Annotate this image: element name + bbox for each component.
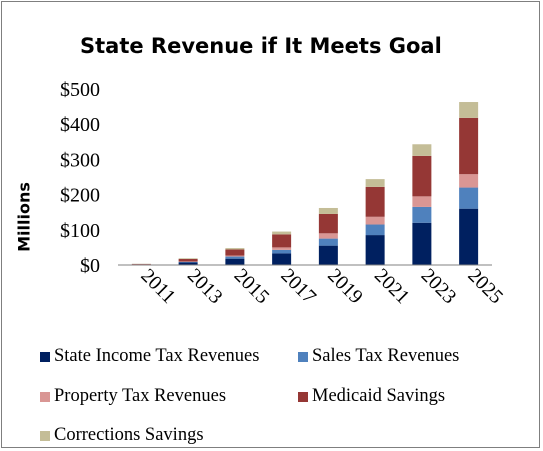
x-tick-label: 2023 — [417, 264, 461, 308]
bar-segment — [272, 231, 292, 235]
y-tick-label: $400 — [60, 114, 100, 136]
legend-item: Medicaid Savings — [298, 386, 445, 407]
y-tick-label: $0 — [80, 255, 100, 277]
x-tick-labels: 2011 2013 2015 2017 2019 2021 2023 2025 — [136, 264, 507, 308]
legend-swatch — [40, 391, 50, 402]
bar-segment — [365, 216, 385, 225]
bar-segment — [459, 117, 479, 175]
bar-segment — [365, 186, 385, 217]
bar-segment — [178, 262, 198, 265]
bar-segment — [318, 233, 338, 239]
legend-swatch — [40, 351, 50, 362]
bar-segment — [365, 235, 385, 265]
x-tick-label: 2017 — [276, 264, 320, 308]
bar-segment — [225, 255, 245, 257]
bar-segment — [459, 102, 479, 118]
bar-segment — [225, 248, 245, 250]
bar-segment — [318, 238, 338, 246]
y-tick-label: $500 — [60, 79, 100, 101]
bar-segment — [318, 245, 338, 265]
y-tick-labels: $0 $100 $200 $300 $400 $500 — [60, 79, 100, 277]
bar-segment — [459, 174, 479, 188]
x-tick-label: 2025 — [463, 264, 507, 308]
y-tick-label: $300 — [60, 149, 100, 171]
bar-segment — [225, 256, 245, 259]
x-tick-label: 2013 — [183, 264, 227, 308]
legend-label: Sales Tax Revenues — [312, 346, 460, 366]
legend-item: State Income Tax Revenues — [40, 346, 259, 367]
bar-segment — [178, 258, 198, 260]
y-tick-label: $200 — [60, 185, 100, 207]
bar-segment — [272, 249, 292, 254]
bar-segment — [365, 179, 385, 187]
legend-label: Property Tax Revenues — [54, 386, 227, 406]
bar-segment — [459, 208, 479, 265]
chart-title: State Revenue if It Meets Goal — [80, 34, 442, 58]
bar-segment — [272, 234, 292, 248]
x-tick-label: 2021 — [370, 264, 414, 308]
bar-segment — [225, 258, 245, 265]
bar-segment — [178, 259, 198, 262]
legend-swatch — [40, 430, 50, 441]
legend-swatch — [298, 391, 308, 402]
bar-segment — [412, 196, 432, 207]
legend-item: Property Tax Revenues — [40, 386, 226, 407]
bar-segment — [365, 224, 385, 236]
legend-item: Corrections Savings — [40, 425, 204, 446]
bars — [131, 102, 479, 265]
bar-segment — [272, 247, 292, 250]
x-tick-label: 2011 — [136, 265, 179, 308]
bar-segment — [272, 253, 292, 265]
bar-segment — [412, 155, 432, 197]
legend-label: State Income Tax Revenues — [54, 346, 260, 366]
bar-segment — [412, 206, 432, 223]
bar-segment — [412, 144, 432, 156]
bar-segment — [412, 222, 432, 265]
bar-segment — [318, 207, 338, 214]
legend-label: Corrections Savings — [54, 425, 204, 445]
x-tick-label: 2015 — [230, 264, 274, 308]
bar-segment — [459, 187, 479, 209]
legend-swatch — [298, 351, 308, 362]
y-tick-label: $100 — [60, 220, 100, 242]
bar-segment — [318, 213, 338, 234]
bar-segment — [178, 261, 198, 263]
bar-segment — [225, 249, 245, 256]
x-tick-label: 2019 — [323, 264, 367, 308]
legend-item: Sales Tax Revenues — [298, 346, 459, 367]
legend-label: Medicaid Savings — [312, 386, 446, 406]
